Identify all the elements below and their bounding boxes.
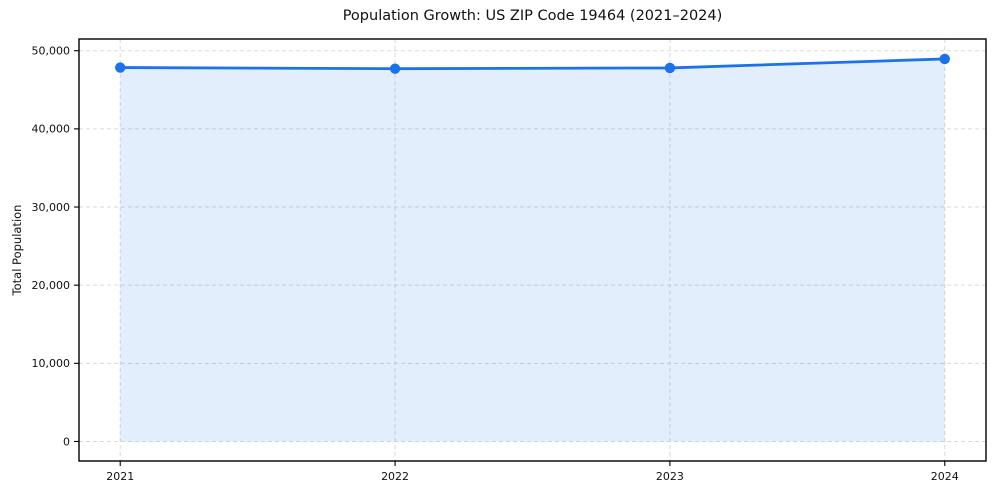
- data-point-marker: [939, 53, 950, 65]
- y-tick-label: 10,000: [32, 357, 71, 370]
- chart-title: Population Growth: US ZIP Code 19464 (20…: [342, 8, 723, 24]
- grid-lines: [79, 39, 986, 461]
- data-line: [118, 57, 947, 71]
- y-tick-label: 20,000: [32, 279, 71, 292]
- plot-frame: [78, 38, 987, 462]
- x-tick-label: 2024: [931, 470, 959, 483]
- x-tick-label: 2023: [656, 470, 684, 483]
- area-fill: [120, 58, 945, 442]
- y-tick-label: 50,000: [32, 45, 71, 58]
- y-tick-label: 0: [63, 435, 70, 448]
- tick-marks: [74, 50, 946, 466]
- data-point-marker: [115, 62, 126, 73]
- data-point-marker: [664, 62, 676, 74]
- x-tick-label: 2021: [106, 470, 134, 483]
- x-tick-label: 2022: [381, 470, 409, 483]
- y-tick-label: 40,000: [32, 123, 71, 136]
- data-point-marker: [389, 63, 401, 74]
- y-tick-label: 30,000: [32, 201, 71, 214]
- data-points: [115, 53, 950, 74]
